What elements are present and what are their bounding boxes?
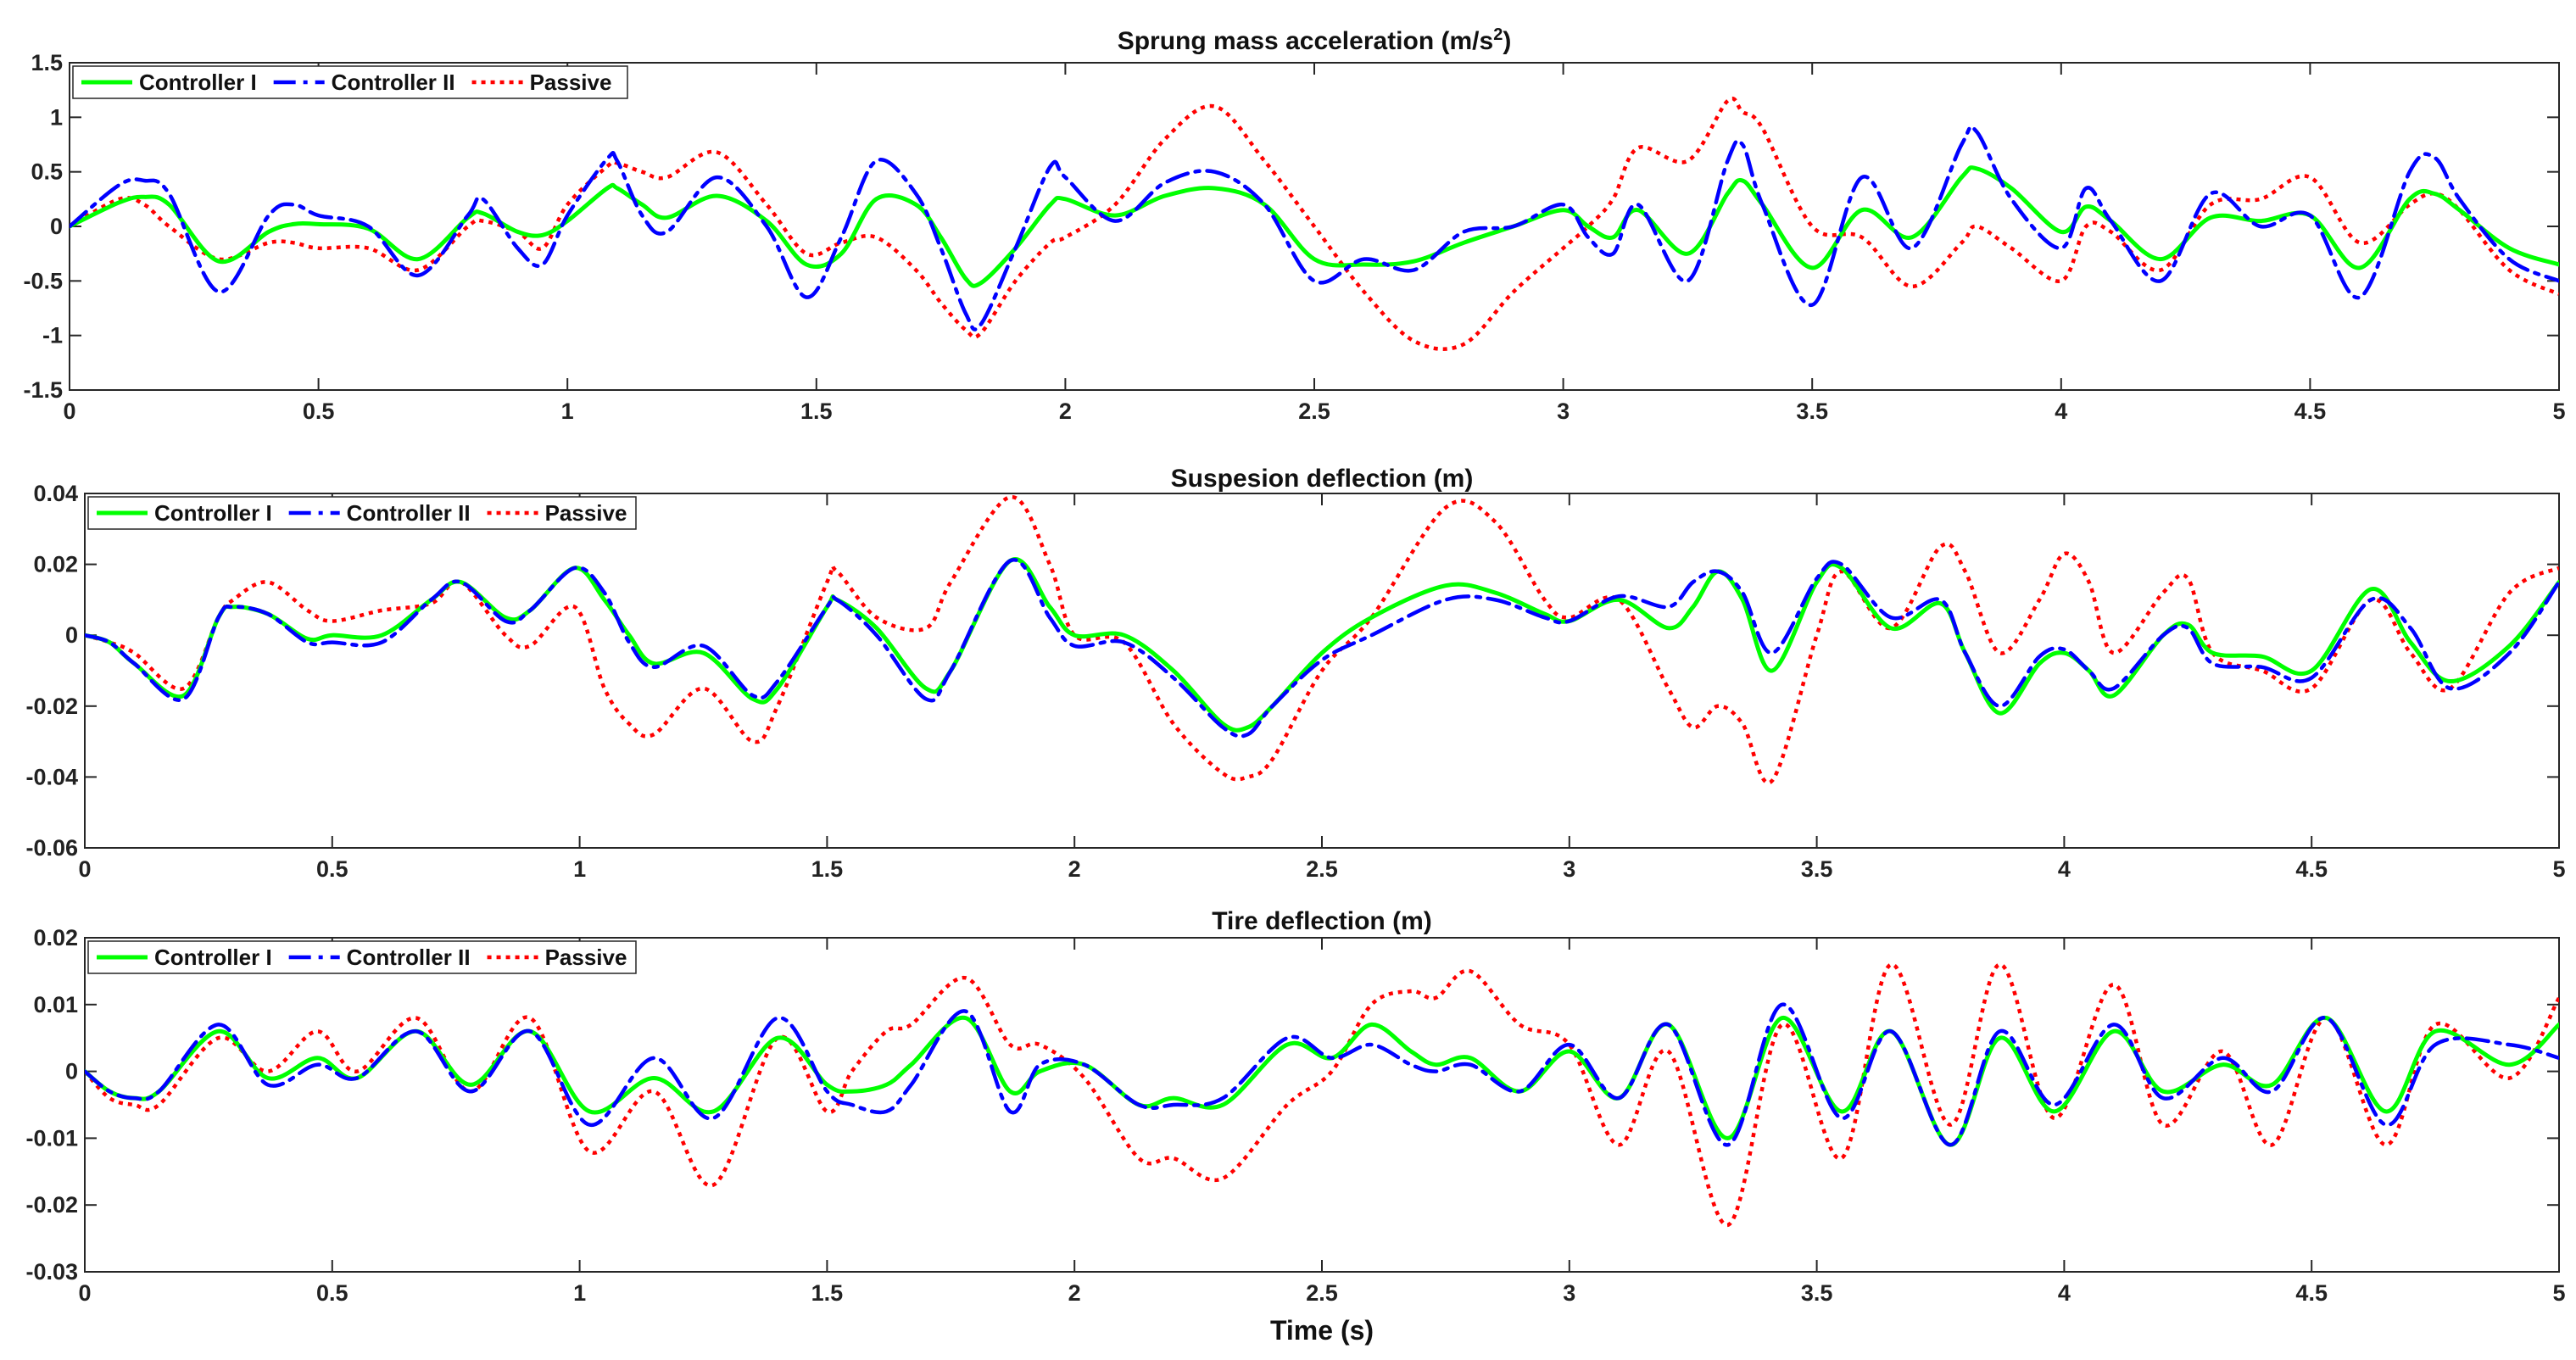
series-line-controller2: [85, 558, 2559, 739]
title-text: Sprung mass acceleration (m/s: [1118, 27, 1494, 55]
x-tick-label: 2.5: [1306, 856, 1338, 882]
legend-label-controller1: Controller I: [154, 500, 272, 526]
series-line-passive: [85, 962, 2559, 1228]
y-tick-label: 0: [65, 622, 78, 648]
legend-label-passive: Passive: [545, 500, 627, 526]
legend-label-controller2: Controller II: [347, 945, 471, 970]
y-tick-label: 0: [65, 1059, 78, 1084]
legend-label-controller1: Controller I: [154, 945, 272, 970]
title-text: Tire deflection (m): [1212, 907, 1431, 935]
y-tick-label: -0.5: [23, 268, 63, 293]
x-tick-label: 2.5: [1298, 399, 1330, 424]
legend-label-controller2: Controller II: [347, 500, 471, 526]
legend-label-passive: Passive: [530, 70, 612, 95]
y-tick-label: 0.04: [33, 481, 78, 506]
legend-label-controller1: Controller I: [139, 70, 257, 95]
y-tick-label: 1: [50, 104, 63, 130]
legend-box: [72, 65, 628, 99]
chart-title-3: Tire deflection (m): [1212, 907, 1431, 935]
y-tick-label: 0: [50, 214, 63, 239]
legend-label-controller2: Controller II: [332, 70, 455, 95]
x-tick-label: 3: [1563, 856, 1575, 882]
y-tick-label: -0.02: [25, 1192, 78, 1218]
x-tick-label: 4: [2058, 1280, 2071, 1306]
y-tick-label: -0.02: [25, 694, 78, 719]
x-tick-label: 1: [573, 856, 586, 882]
y-tick-label: -1.5: [23, 377, 63, 403]
y-tick-label: -1: [42, 323, 63, 348]
x-tick-label: 0: [63, 399, 75, 424]
x-tick-label: 1: [561, 399, 574, 424]
x-tick-label: 3.5: [1801, 856, 1833, 882]
x-tick-label: 1.5: [811, 856, 844, 882]
x-tick-label: 1: [573, 1280, 586, 1306]
series-line-controller2: [85, 1002, 2559, 1147]
subplot-2: Suspesion deflection (m) 0 0.5 1 1.5 2 2.5 3 3.5…: [25, 465, 2565, 882]
x-tick-label: 1.5: [800, 399, 833, 424]
x-tick-label: 3.5: [1796, 399, 1828, 424]
subplot-3: Tire deflection (m) 0 0.5 1 1.5 2 2.5 3 3.5 4 4.5 5…: [25, 907, 2565, 1346]
x-tick-label: 4.5: [2295, 856, 2328, 882]
x-tick-label: 4: [2058, 856, 2071, 882]
x-tick-label: 5: [2552, 399, 2565, 424]
legend-3: Controller I Controller II Passive: [87, 940, 637, 974]
x-tick-label: 1.5: [811, 1280, 844, 1306]
subplot-1: Sprung mass acceleration (m/s2)0 0.5 1 1.5 2…: [23, 25, 2565, 424]
axes-box-3: [84, 937, 2560, 1273]
series-line-controller1: [70, 165, 2559, 288]
series-line-passive: [85, 494, 2559, 785]
chart-title-1: Sprung mass acceleration (m/s2): [1118, 25, 1512, 55]
y-tick-label: 0.02: [33, 552, 78, 577]
x-tick-label: 0.5: [316, 1280, 348, 1306]
x-tick-label: 4.5: [2294, 399, 2327, 424]
y-tick-label: -0.03: [25, 1259, 78, 1285]
y-tick-label: 1.5: [31, 50, 63, 75]
legend-label-passive: Passive: [545, 945, 627, 970]
x-tick-label: 2.5: [1306, 1280, 1338, 1306]
x-tick-label: 2: [1068, 856, 1081, 882]
chart-title-2: Suspesion deflection (m): [1171, 465, 1474, 493]
series-line-controller2: [70, 124, 2559, 332]
x-tick-label: 0: [78, 1280, 91, 1306]
x-tick-label: 0.5: [316, 856, 348, 882]
y-tick-label: 0.5: [31, 159, 63, 185]
y-tick-label: -0.01: [25, 1125, 78, 1151]
x-tick-label: 2: [1059, 399, 1072, 424]
y-tick-label: 0.01: [33, 992, 78, 1017]
x-tick-label: 4: [2055, 399, 2067, 424]
legend-1: Controller I Controller II Passive: [72, 65, 628, 99]
legend-2: Controller I Controller II Passive: [87, 496, 637, 530]
y-tick-label: -0.04: [25, 764, 78, 789]
x-tick-label: 4.5: [2295, 1280, 2328, 1306]
title-suffix: ): [1503, 27, 1511, 55]
x-tick-label: 5: [2552, 856, 2565, 882]
x-axis-label: Time (s): [1270, 1315, 1374, 1346]
x-tick-label: 3: [1557, 399, 1570, 424]
x-tick-label: 3.5: [1801, 1280, 1833, 1306]
legend-box: [87, 940, 637, 974]
legend-box: [87, 496, 637, 530]
x-tick-label: 2: [1068, 1280, 1081, 1306]
y-tick-label: 0.02: [33, 925, 78, 950]
series-line-passive: [70, 96, 2559, 351]
title-text: Suspesion deflection (m): [1171, 465, 1474, 493]
y-tick-label: -0.06: [25, 835, 78, 861]
x-tick-label: 0: [78, 856, 91, 882]
x-tick-label: 0.5: [303, 399, 335, 424]
title-superscript: 2: [1493, 25, 1503, 44]
x-tick-label: 5: [2552, 1280, 2565, 1306]
x-tick-label: 3: [1563, 1280, 1575, 1306]
